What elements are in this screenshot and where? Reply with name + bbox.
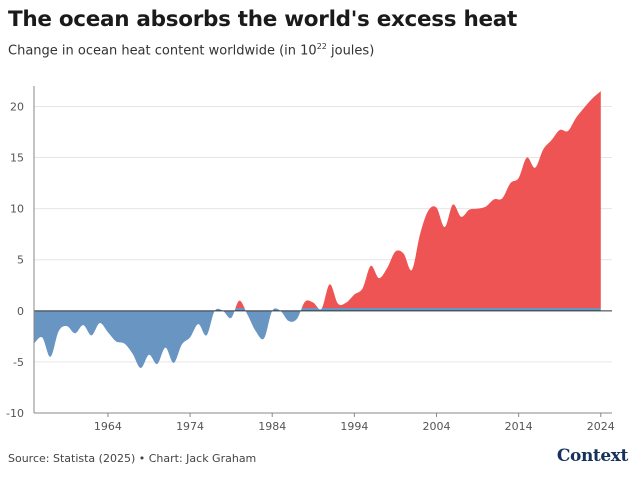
tick-labels: -10 -5 0 5 10 15 20 1964 1974 1984 1994 2004 2014 202… <box>6 100 615 433</box>
y-tick-label-15: 15 <box>10 152 24 165</box>
y-tick-label--10: -10 <box>6 407 24 420</box>
subtitle-unit: joules) <box>326 43 375 59</box>
x-tick-label-1994: 1994 <box>340 420 368 433</box>
axes <box>33 86 612 417</box>
x-tick-label-1974: 1974 <box>176 420 204 433</box>
y-tick-label-10: 10 <box>10 203 24 216</box>
negative-area <box>34 308 601 369</box>
x-tick-label-1984: 1984 <box>258 420 286 433</box>
y-tick-label-5: 5 <box>17 254 24 267</box>
data-area <box>34 91 601 369</box>
x-tick-label-2024: 2024 <box>587 420 615 433</box>
x-tick-label-1964: 1964 <box>94 420 122 433</box>
positive-area <box>235 91 601 308</box>
y-tick-label--5: -5 <box>13 356 24 369</box>
y-tick-label-20: 20 <box>10 100 24 113</box>
source-note: Source: Statista (2025) • Chart: Jack Gr… <box>8 452 257 465</box>
y-tick-label-0: 0 <box>17 305 24 318</box>
subtitle-text: Change in ocean heat content worldwide (… <box>8 43 317 59</box>
x-tick-label-2004: 2004 <box>423 420 451 433</box>
x-tick-label-2014: 2014 <box>505 420 533 433</box>
chart-title: The ocean absorbs the world's excess hea… <box>8 7 517 32</box>
subtitle-exponent: 22 <box>316 42 327 51</box>
chart-subtitle: Change in ocean heat content worldwide (… <box>8 42 374 58</box>
context-logo: Context <box>556 446 628 466</box>
